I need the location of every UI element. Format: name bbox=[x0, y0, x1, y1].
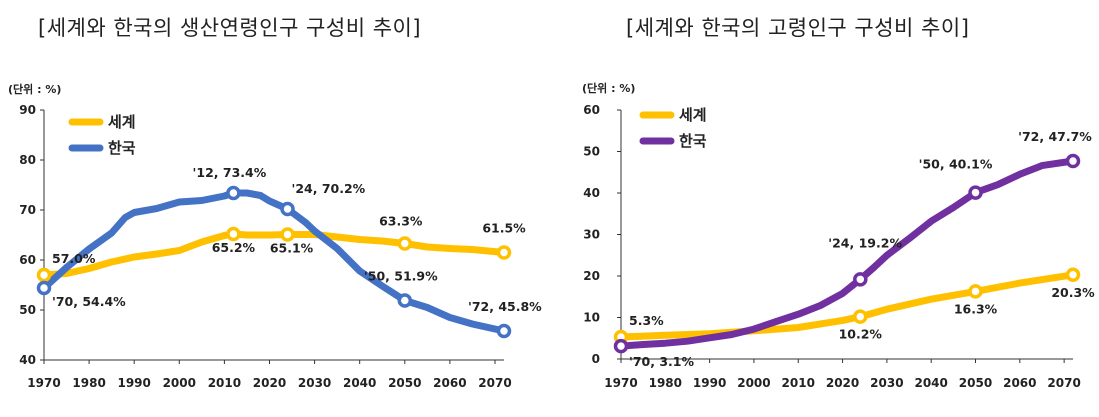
legend-label-world: 세계 bbox=[679, 106, 707, 124]
x-tick-label: 2050 bbox=[388, 376, 421, 390]
y-tick-label: 10 bbox=[583, 311, 600, 325]
x-tick-label: 2000 bbox=[737, 376, 770, 390]
y-tick-label: 80 bbox=[19, 153, 36, 167]
x-tick-label: 1990 bbox=[117, 376, 150, 390]
x-tick-label: 2070 bbox=[478, 376, 511, 390]
y-tick-label: 50 bbox=[19, 303, 36, 317]
data-label: '12, 73.4% bbox=[193, 165, 267, 180]
data-label: 57.0% bbox=[52, 251, 96, 266]
chart-0: (단위 : %) 40 50 60 70 80 90 1970 1980 1990 2000 2010… bbox=[8, 82, 542, 390]
data-label: '72, 45.8% bbox=[468, 299, 542, 314]
y-tick-label: 50 bbox=[583, 145, 600, 159]
x-tick-label: 2040 bbox=[914, 376, 947, 390]
data-label: 10.2% bbox=[839, 327, 883, 342]
x-tick-label: 2010 bbox=[208, 376, 241, 390]
x-tick-label: 1970 bbox=[27, 376, 60, 390]
data-point-marker bbox=[613, 338, 629, 354]
data-label: '70, 54.4% bbox=[52, 294, 126, 309]
y-tick-label: 0 bbox=[592, 352, 600, 366]
data-point-marker bbox=[968, 185, 983, 200]
chart-title-working-age: [세계와 한국의 생산연령인구 구성비 추이] bbox=[38, 16, 422, 40]
data-label: 20.3% bbox=[1051, 285, 1095, 300]
data-point-marker bbox=[397, 236, 413, 251]
unit-label: (단위 : %) bbox=[582, 81, 635, 95]
legend-label-korea: 한국 bbox=[679, 132, 707, 150]
y-tick-label: 60 bbox=[583, 103, 600, 117]
series-line-world bbox=[40, 230, 508, 279]
data-point-marker bbox=[853, 309, 868, 324]
data-point-marker bbox=[280, 201, 295, 217]
data-point-marker bbox=[36, 267, 52, 283]
data-point-marker bbox=[36, 280, 52, 296]
y-tick-label: 40 bbox=[19, 353, 36, 367]
y-tick-label: 20 bbox=[583, 269, 600, 283]
series-line-korea bbox=[617, 157, 1077, 350]
legend-label-world: 세계 bbox=[108, 113, 136, 131]
x-tick-label: 2010 bbox=[782, 376, 815, 390]
x-tick-label: 2020 bbox=[253, 376, 286, 390]
unit-label: (단위 : %) bbox=[8, 82, 61, 96]
data-point-marker bbox=[1065, 267, 1081, 283]
y-tick-label: 40 bbox=[583, 186, 600, 200]
x-tick-label: 1970 bbox=[604, 376, 637, 390]
data-label: 63.3% bbox=[379, 214, 423, 229]
data-label: '70, 3.1% bbox=[629, 354, 694, 369]
data-label: 65.1% bbox=[270, 241, 314, 256]
legend-label-korea: 한국 bbox=[108, 139, 136, 157]
data-label: '50, 40.1% bbox=[919, 157, 993, 172]
data-label: 61.5% bbox=[482, 221, 526, 236]
y-tick-label: 70 bbox=[19, 203, 36, 217]
x-tick-label: 1980 bbox=[72, 376, 105, 390]
data-point-marker bbox=[280, 227, 295, 242]
x-tick-label: 1980 bbox=[649, 376, 682, 390]
data-label: 5.3% bbox=[629, 313, 664, 328]
x-tick-label: 2070 bbox=[1047, 376, 1080, 390]
data-point-marker bbox=[496, 245, 512, 260]
data-point-marker bbox=[853, 272, 868, 287]
data-label: '24, 70.2% bbox=[292, 181, 366, 196]
y-tick-label: 60 bbox=[19, 253, 36, 267]
x-tick-label: 1990 bbox=[693, 376, 726, 390]
x-tick-label: 2050 bbox=[959, 376, 992, 390]
x-tick-label: 2020 bbox=[826, 376, 859, 390]
y-tick-label: 90 bbox=[19, 103, 36, 117]
x-tick-label: 2060 bbox=[433, 376, 466, 390]
data-label: 65.2% bbox=[212, 240, 256, 255]
data-label: '72, 47.7% bbox=[1018, 129, 1092, 144]
x-tick-label: 2040 bbox=[343, 376, 376, 390]
x-tick-label: 2060 bbox=[1003, 376, 1036, 390]
x-tick-label: 2030 bbox=[870, 376, 903, 390]
data-label: '24, 19.2% bbox=[828, 235, 902, 250]
data-point-marker bbox=[226, 185, 241, 201]
data-point-marker bbox=[226, 226, 241, 242]
y-tick-label: 30 bbox=[583, 228, 600, 242]
data-label: 16.3% bbox=[954, 301, 998, 316]
data-label: '50, 51.9% bbox=[364, 269, 438, 284]
data-point-marker bbox=[397, 293, 413, 308]
x-tick-label: 2000 bbox=[163, 376, 196, 390]
data-point-marker bbox=[496, 323, 512, 339]
chart-title-elderly: [세계와 한국의 고령인구 구성비 추이] bbox=[626, 16, 970, 40]
data-point-marker bbox=[968, 284, 983, 299]
x-tick-label: 2030 bbox=[298, 376, 331, 390]
series-line-world bbox=[617, 271, 1077, 341]
data-point-marker bbox=[1065, 153, 1081, 169]
